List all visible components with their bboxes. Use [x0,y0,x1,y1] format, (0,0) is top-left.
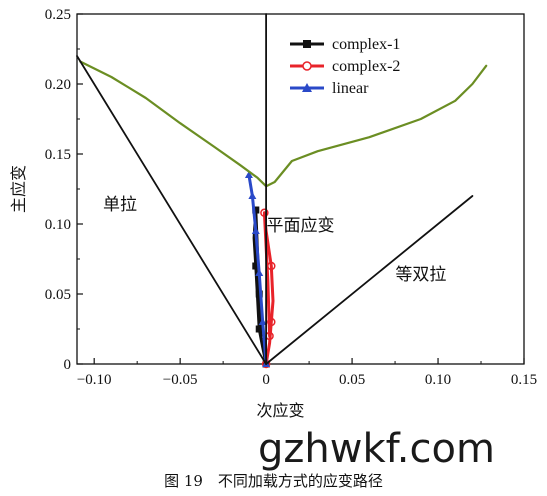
watermark-text: gzhwkf.com [258,426,495,472]
figure-caption: 图 19 不同加载方式的应变路径 [164,472,383,490]
legend-marker-linear [302,83,312,92]
y-tick-label: 0.10 [45,217,71,233]
linear-point [258,318,267,325]
linear-point [244,171,253,178]
complex-1-point [252,206,260,214]
reference-line-5 [265,195,474,365]
complex-1-point [252,262,260,270]
legend-label-linear: linear [332,80,369,97]
complex-1-point [255,325,263,333]
complex-2-point [267,261,276,271]
complex-2-point [267,317,276,327]
legend-marker-complex-2 [302,61,312,71]
x-tick-label: 0.10 [425,372,451,388]
x-tick-label: 0.15 [511,372,537,388]
y-tick-label: 0.05 [45,287,71,303]
forming-limit-curve-3 [79,60,488,188]
x-axis-title: 次应变 [256,401,304,420]
x-tick-label: 0.05 [339,372,365,388]
y-tick-label: 0 [64,357,72,373]
y-tick-label: 0.15 [45,147,71,163]
linear-point [251,227,260,234]
x-tick-label: 0 [262,372,270,388]
y-tick-label: 0.20 [45,77,71,93]
legend-label-complex-1: complex-1 [332,36,400,53]
x-tick-label: −0.05 [163,372,198,388]
linear-series-line [247,173,268,366]
complex-2-point [260,208,269,218]
reference-line-4 [76,55,268,365]
region-label-2: 等双拉 [395,265,446,285]
linear-point [248,192,257,199]
y-axis-title: 主应变 [9,165,28,213]
linear-point [255,269,264,276]
y-tick-label: 0.25 [45,7,71,23]
legend-label-complex-2: complex-2 [332,58,400,75]
strain-path-chart: −0.10 −0.05 0 0.05 0.10 0.15 0 0.05 0.10 0.15 0.20… [9,7,537,420]
region-label-0: 单拉 [103,195,137,215]
x-tick-label: −0.10 [77,372,112,388]
legend-marker-complex-1 [303,40,311,48]
region-label-1: 平面应变 [267,216,335,236]
